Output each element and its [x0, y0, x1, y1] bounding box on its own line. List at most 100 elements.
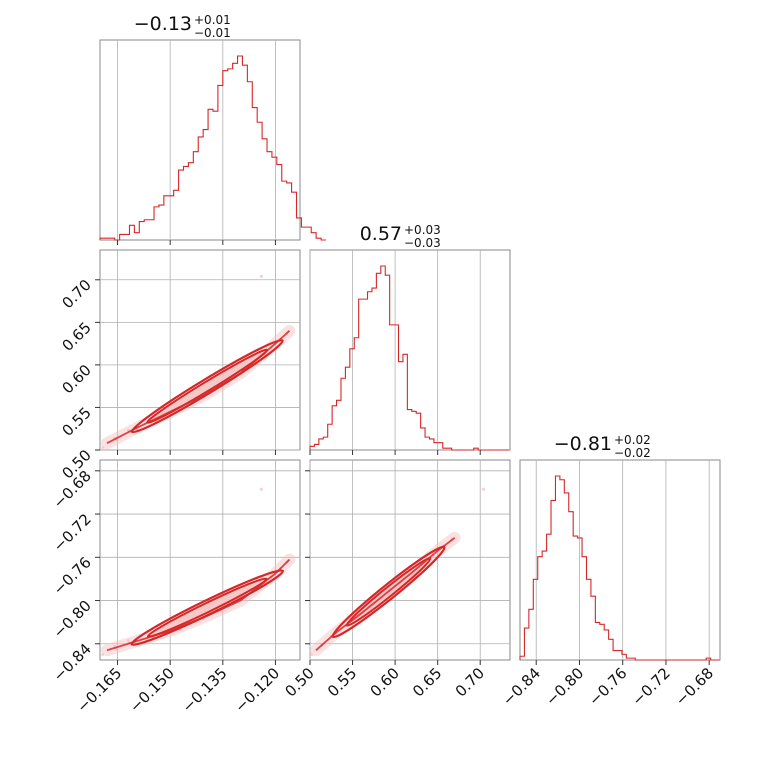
x-tick-label: 0.60	[367, 664, 403, 700]
hist-bin	[569, 512, 573, 660]
hist-bin	[390, 325, 394, 450]
hist-bin	[282, 181, 287, 240]
hist-panel-p0-frame	[99, 39, 301, 241]
y-tick-label: −0.72	[50, 510, 95, 555]
density-group	[310, 531, 461, 657]
hist-bin	[319, 439, 323, 450]
hist-bin	[311, 233, 316, 240]
hist-bin	[582, 557, 586, 660]
hist-bin	[533, 579, 537, 660]
panel-p0-p2-frame	[99, 459, 301, 661]
hist-bin	[272, 157, 277, 240]
hist-bin	[421, 428, 425, 450]
hist-bin	[144, 220, 149, 240]
hist-bin	[609, 639, 613, 660]
outlier-point	[482, 487, 486, 491]
outlier-point	[259, 487, 264, 491]
hist-bin	[359, 299, 363, 450]
hist-bin	[184, 166, 189, 240]
y-tick-label: 0.60	[58, 361, 94, 397]
hist-bin	[345, 367, 349, 450]
panel-p1-p2: 0.50 0.55 0.60 0.65 0.70	[281, 459, 511, 700]
hist-bin	[524, 628, 528, 660]
hist-bin	[292, 192, 297, 240]
hist-line-p2	[519, 475, 720, 661]
hist-bin	[341, 378, 345, 450]
hist-title-upper-err: +0.03	[404, 223, 441, 237]
hist-bin	[296, 218, 301, 240]
density-group	[101, 324, 296, 450]
hist-bin	[198, 137, 203, 240]
hist-bin	[314, 444, 318, 450]
hist-bin	[438, 443, 442, 450]
contour-outer	[331, 545, 446, 639]
trend-line	[106, 330, 291, 444]
hist-bin	[529, 609, 533, 660]
hist-bin	[399, 362, 403, 450]
hist-bin	[228, 69, 233, 240]
hist-line-p0	[99, 55, 326, 241]
hist-title-p1: 0.57	[360, 223, 402, 245]
x-tick-label: −0.68	[672, 664, 717, 709]
hist-panel-p0	[99, 39, 326, 245]
x-tick-label: −0.135	[179, 664, 231, 716]
y-tick-label: −0.76	[50, 553, 95, 598]
hist-bin	[306, 227, 311, 240]
panel-p0-p1: 0.500.550.600.650.70	[58, 249, 301, 482]
hist-bin	[208, 109, 213, 240]
hist-bin	[247, 82, 252, 240]
sample-point	[310, 653, 313, 657]
hist-title-lower-err: −0.03	[404, 236, 441, 250]
hist-bin	[363, 299, 367, 450]
hist-bin	[429, 439, 433, 450]
y-tick-label: 0.65	[58, 318, 94, 354]
hist-bin	[129, 225, 134, 240]
hist-title-lower-err: −0.01	[194, 26, 231, 40]
hist-bin	[213, 111, 218, 240]
hist-bin	[573, 536, 577, 660]
hist-bin	[425, 437, 429, 450]
hist-title-lower-err: −0.02	[614, 446, 651, 460]
hist-bin	[520, 656, 524, 660]
y-tick-label: 0.70	[58, 276, 94, 312]
hist-bin	[604, 630, 608, 660]
hist-bin	[376, 273, 380, 450]
hist-bin	[354, 338, 358, 450]
hist-bin	[242, 65, 247, 240]
hist-title-upper-err: +0.02	[614, 433, 651, 447]
y-tick-label: 0.55	[58, 404, 94, 440]
hist-bin	[257, 122, 262, 240]
hist-bin	[337, 400, 341, 450]
trend-line	[315, 537, 456, 651]
hist-bin	[591, 596, 595, 660]
hist-bin	[403, 354, 407, 450]
x-tick-label: −0.80	[542, 664, 587, 709]
hist-bin	[586, 579, 590, 660]
x-tick-label: 0.65	[409, 664, 445, 700]
sample-point	[126, 639, 130, 643]
sample-point	[220, 610, 224, 613]
hist-panel-p1	[309, 249, 511, 455]
hist-bin	[134, 233, 139, 240]
hist-bin	[238, 56, 243, 240]
hist-bin	[164, 196, 169, 240]
hist-bin	[407, 410, 411, 450]
hist-bin	[350, 349, 354, 450]
hist-title-p2: −0.81	[554, 433, 612, 455]
sample-point	[101, 446, 105, 449]
hist-bin	[139, 222, 144, 240]
hist-bin	[120, 234, 125, 240]
hist-bin	[618, 651, 622, 660]
hist-bin	[412, 411, 416, 450]
x-tick-label: −0.120	[231, 664, 283, 716]
hist-bin	[193, 152, 198, 240]
hist-bin	[332, 406, 336, 450]
hist-bin	[159, 205, 164, 240]
hist-bin	[600, 624, 604, 660]
x-tick-label: 0.55	[324, 664, 360, 700]
hist-bin	[551, 500, 555, 660]
hist-bin	[188, 163, 193, 240]
hist-bin	[368, 292, 372, 450]
hist-bin	[154, 207, 159, 240]
